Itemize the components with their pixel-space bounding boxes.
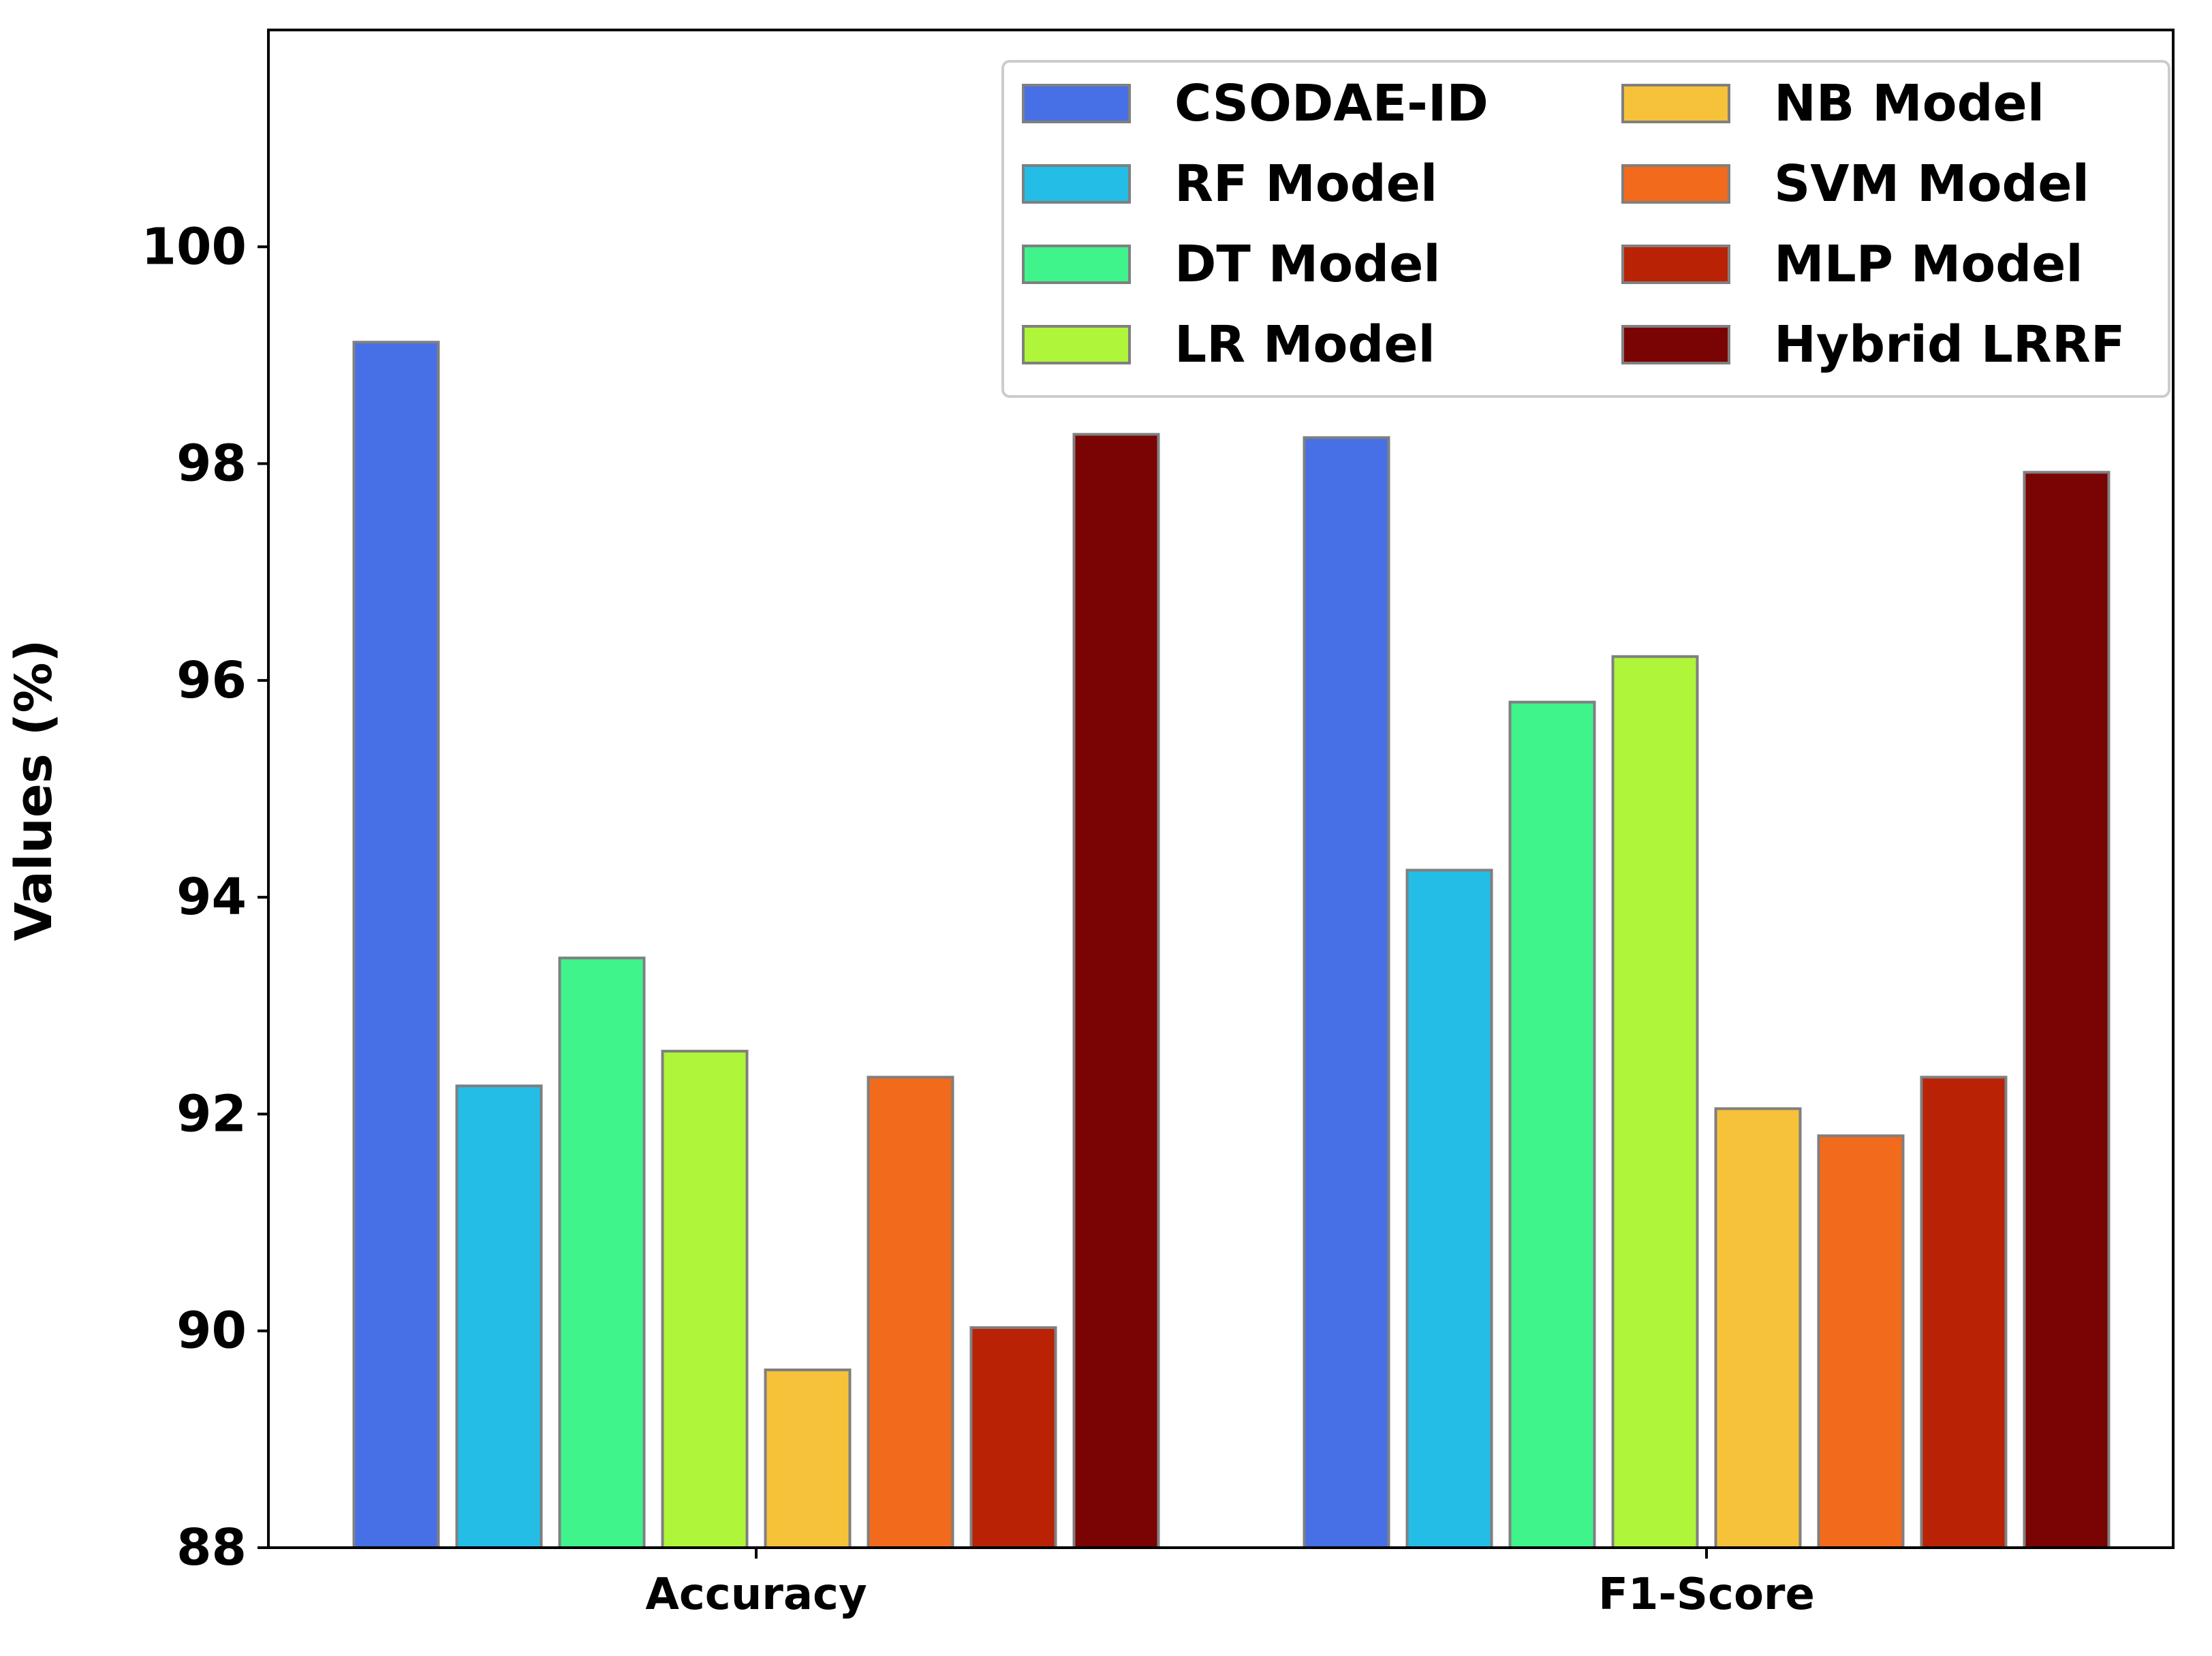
legend-label: SVM Model [1774, 155, 2089, 213]
bar-csodae-id-f1-score [1303, 436, 1390, 1549]
y-tick-label: 92 [176, 1084, 247, 1143]
legend-item: MLP Model [1621, 235, 2083, 294]
bar-dt-model-f1-score [1508, 700, 1596, 1549]
bar-rf-model-accuracy [455, 1084, 543, 1549]
x-tick-label: F1-Score [1598, 1569, 1815, 1620]
y-tick-label: 94 [176, 868, 247, 926]
legend-swatch [1621, 325, 1730, 364]
bars-layer [352, 341, 2110, 1550]
bar-rf-model-f1-score [1405, 869, 1493, 1549]
legend-item: SVM Model [1621, 155, 2089, 213]
y-axis-ticks: 88 90 92 94 96 98 100 [142, 217, 268, 1577]
legend-item: RF Model [1022, 155, 1437, 213]
bar-lr-model-f1-score [1611, 655, 1699, 1549]
legend-label: DT Model [1174, 235, 1441, 294]
x-axis-ticks: Accuracy F1-Score [645, 1548, 1815, 1620]
y-axis-label: Values (%) [5, 640, 63, 941]
bar-nb-model-accuracy [764, 1369, 852, 1549]
y-tick-label: 96 [176, 651, 247, 710]
plot-area-frame [267, 29, 2175, 1549]
legend-swatch [1621, 245, 1730, 284]
x-tick-label: Accuracy [645, 1569, 867, 1620]
legend-swatch [1621, 164, 1730, 204]
bar-lr-model-accuracy [661, 1050, 749, 1549]
bar-mlp-model-f1-score [1920, 1076, 2008, 1550]
bar-hybrid-lrrf-f1-score [2023, 471, 2110, 1549]
legend-label: LR Model [1174, 315, 1435, 374]
bar-svm-model-accuracy [867, 1076, 954, 1550]
bar-nb-model-f1-score [1714, 1107, 1802, 1549]
legend-item: LR Model [1022, 315, 1435, 374]
legend-swatch [1022, 245, 1131, 284]
legend-label: MLP Model [1774, 235, 2083, 294]
y-tick-label: 90 [176, 1302, 247, 1360]
y-tick-label: 98 [176, 435, 247, 493]
legend-swatch [1022, 84, 1131, 123]
legend-swatch [1621, 84, 1730, 123]
legend-label: Hybrid LRRF [1774, 315, 2125, 374]
legend: CSODAE-ID RF Model DT Model LR Model NB Mode… [1001, 60, 2170, 398]
legend-label: CSODAE-ID [1174, 74, 1489, 133]
y-tick-label: 100 [142, 217, 247, 276]
legend-label: RF Model [1174, 155, 1437, 213]
legend-frame [1001, 60, 2170, 398]
bar-svm-model-f1-score [1817, 1134, 1905, 1550]
bar-csodae-id-accuracy [352, 341, 440, 1549]
legend-item: Hybrid LRRF [1621, 315, 2125, 374]
y-tick-label: 88 [176, 1518, 247, 1577]
bar-mlp-model-accuracy [969, 1326, 1057, 1550]
legend-item: DT Model [1022, 235, 1441, 294]
legend-swatch [1022, 325, 1131, 364]
legend-label: NB Model [1774, 74, 2044, 133]
bar-hybrid-lrrf-accuracy [1072, 433, 1160, 1549]
legend-swatch [1022, 164, 1131, 204]
legend-item: NB Model [1621, 74, 2044, 133]
legend-item: CSODAE-ID [1022, 74, 1489, 133]
bar-dt-model-accuracy [558, 956, 646, 1550]
